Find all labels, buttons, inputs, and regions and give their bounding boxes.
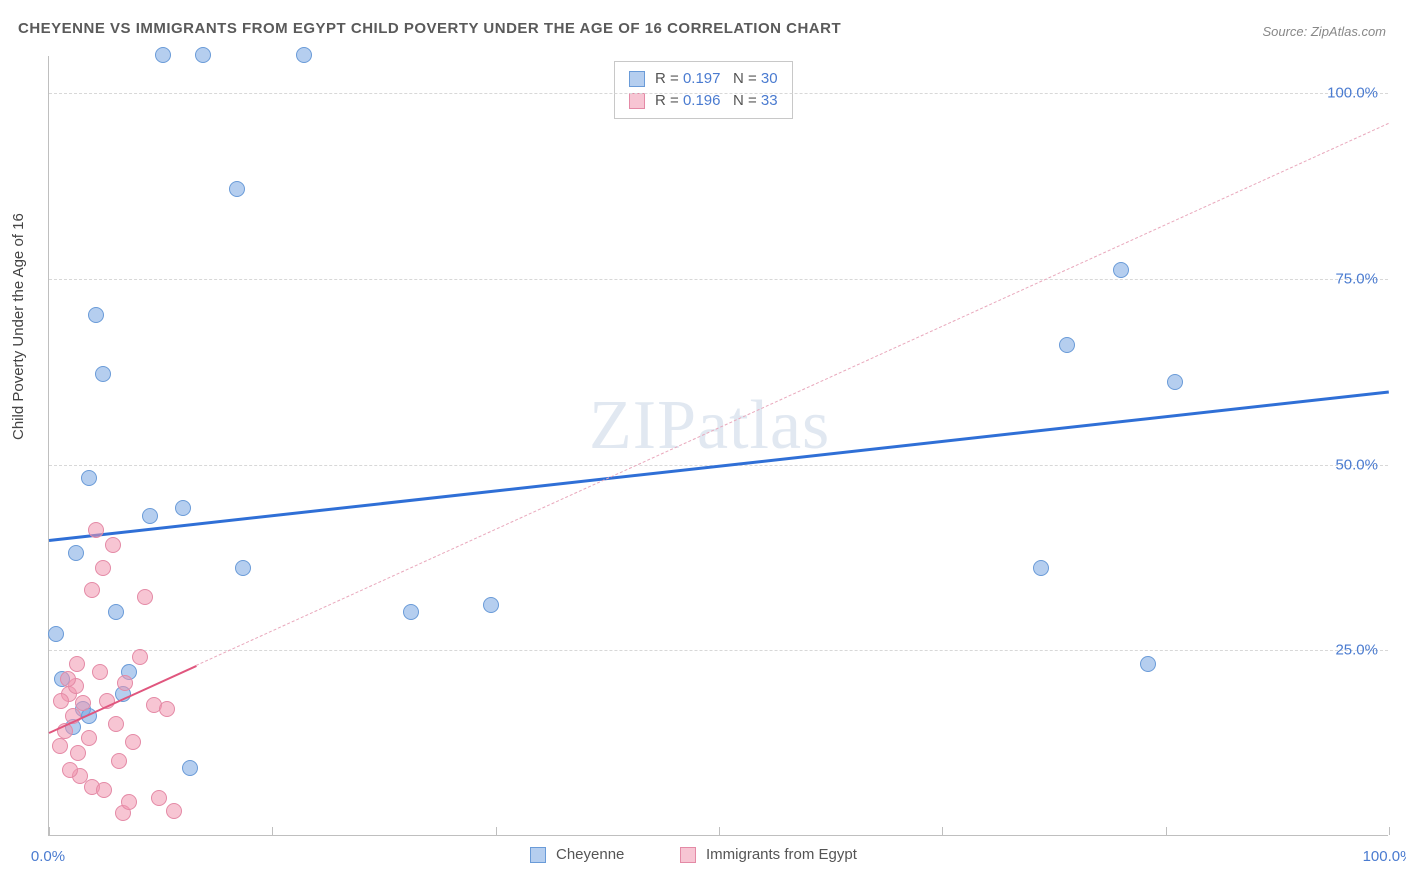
legend-series-item: Cheyenne (530, 846, 624, 863)
data-point (62, 762, 78, 778)
data-point (403, 604, 419, 620)
gridline (49, 650, 1388, 651)
data-point (88, 307, 104, 323)
data-point (53, 693, 69, 709)
legend-swatch (629, 93, 645, 109)
data-point (111, 753, 127, 769)
data-point (296, 47, 312, 63)
data-point (1113, 262, 1129, 278)
gridline (49, 279, 1388, 280)
source-attribution: Source: ZipAtlas.com (1262, 24, 1386, 39)
data-point (137, 589, 153, 605)
data-point (229, 181, 245, 197)
data-point (125, 734, 141, 750)
legend-stat-text: R = 0.197 N = 30 (655, 68, 778, 90)
y-axis-label: Child Poverty Under the Age of 16 (10, 213, 27, 440)
data-point (108, 716, 124, 732)
plot-area: ZIPatlas R = 0.197 N = 30R = 0.196 N = 3… (48, 56, 1388, 836)
x-tick (719, 827, 720, 835)
x-tick (496, 827, 497, 835)
y-tick-label: 100.0% (1327, 85, 1378, 102)
legend-correlation-stats: R = 0.197 N = 30R = 0.196 N = 33 (614, 61, 793, 119)
data-point (182, 760, 198, 776)
data-point (69, 656, 85, 672)
data-point (132, 649, 148, 665)
data-point (1167, 374, 1183, 390)
watermark: ZIPatlas (589, 386, 830, 466)
trend-line (196, 123, 1389, 666)
data-point (151, 790, 167, 806)
x-tick (1389, 827, 1390, 835)
x-tick (942, 827, 943, 835)
data-point (121, 794, 137, 810)
data-point (155, 47, 171, 63)
data-point (166, 803, 182, 819)
data-point (92, 664, 108, 680)
correlation-chart: CHEYENNE VS IMMIGRANTS FROM EGYPT CHILD … (0, 0, 1406, 892)
data-point (95, 366, 111, 382)
data-point (159, 701, 175, 717)
data-point (96, 782, 112, 798)
data-point (108, 604, 124, 620)
data-point (195, 47, 211, 63)
x-tick (272, 827, 273, 835)
y-tick-label: 25.0% (1335, 642, 1378, 659)
data-point (117, 675, 133, 691)
legend-series-label: Immigrants from Egypt (706, 846, 857, 863)
trend-line (49, 390, 1389, 542)
data-point (70, 745, 86, 761)
data-point (1033, 560, 1049, 576)
data-point (81, 730, 97, 746)
data-point (60, 671, 76, 687)
data-point (52, 738, 68, 754)
x-tick (1166, 827, 1167, 835)
data-point (95, 560, 111, 576)
legend-swatch (530, 847, 546, 863)
x-tick-label-left: 0.0% (31, 848, 65, 865)
legend-stat-row: R = 0.197 N = 30 (629, 68, 778, 90)
data-point (75, 695, 91, 711)
data-point (48, 626, 64, 642)
data-point (105, 537, 121, 553)
data-point (84, 582, 100, 598)
data-point (68, 545, 84, 561)
legend-series-item: Immigrants from Egypt (680, 846, 857, 863)
data-point (235, 560, 251, 576)
x-tick (49, 827, 50, 835)
gridline (49, 93, 1388, 94)
y-tick-label: 75.0% (1335, 270, 1378, 287)
data-point (1140, 656, 1156, 672)
data-point (88, 522, 104, 538)
legend-swatch (680, 847, 696, 863)
data-point (1059, 337, 1075, 353)
chart-title: CHEYENNE VS IMMIGRANTS FROM EGYPT CHILD … (18, 20, 841, 37)
data-point (483, 597, 499, 613)
data-point (175, 500, 191, 516)
legend-swatch (629, 71, 645, 87)
legend-series-label: Cheyenne (556, 846, 624, 863)
x-tick-label-right: 100.0% (1363, 848, 1406, 865)
y-tick-label: 50.0% (1335, 456, 1378, 473)
data-point (81, 470, 97, 486)
data-point (142, 508, 158, 524)
